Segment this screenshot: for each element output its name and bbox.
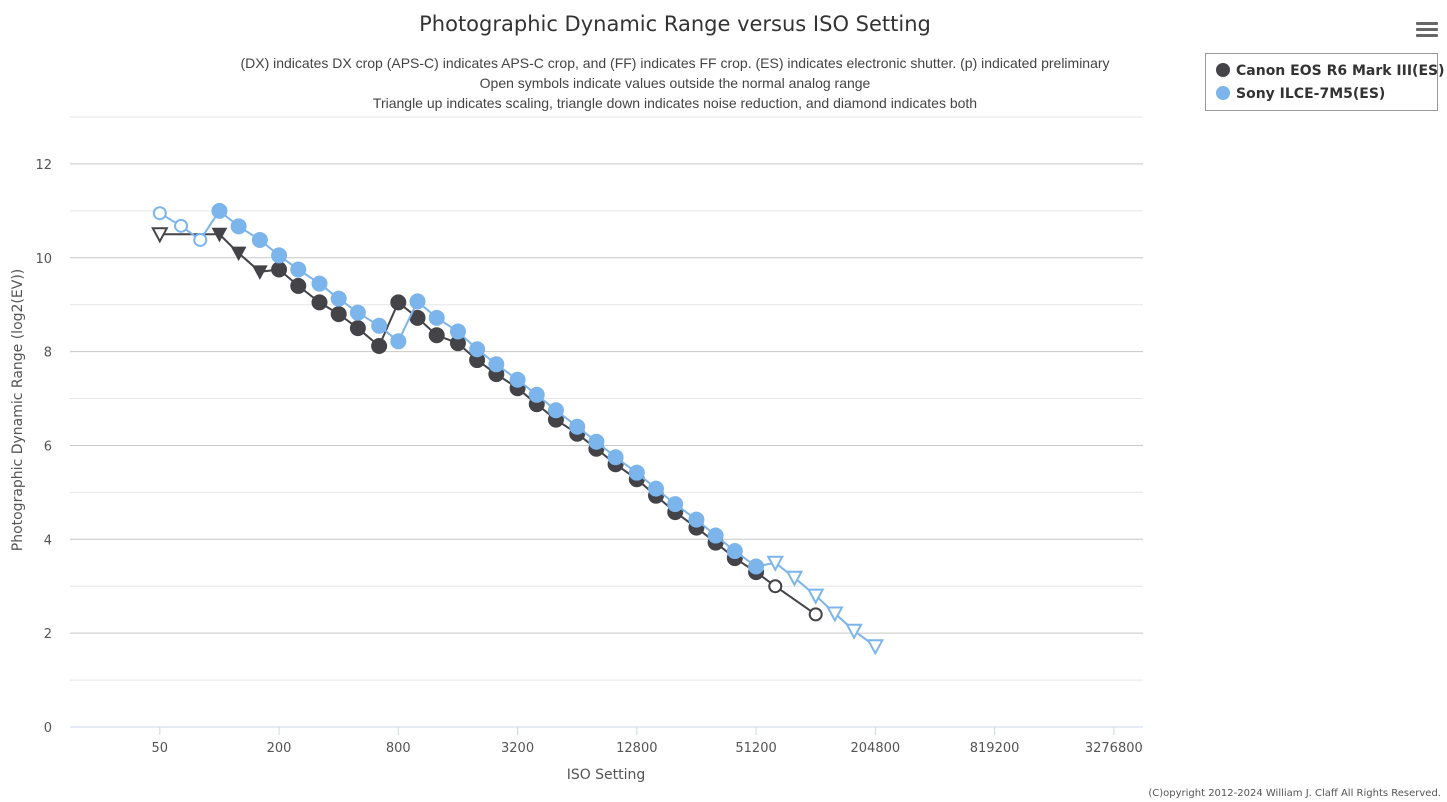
data-point	[174, 218, 189, 233]
data-point	[469, 341, 486, 358]
y-tick-label: 2	[44, 627, 52, 642]
data-point	[151, 227, 169, 244]
x-tick-label: 200	[267, 741, 292, 756]
data-point	[648, 480, 665, 497]
y-tick-label: 4	[44, 533, 52, 548]
y-tick-label: 0	[44, 721, 52, 736]
x-tick-label: 800	[386, 741, 411, 756]
data-point	[509, 371, 526, 388]
data-point	[330, 306, 347, 323]
y-tick-label: 12	[35, 158, 52, 173]
chart-title-row: Photographic Dynamic Range versus ISO Se…	[150, 12, 1200, 36]
data-point	[271, 247, 288, 264]
data-point	[251, 231, 268, 248]
data-point	[726, 543, 743, 560]
data-point	[409, 293, 426, 310]
x-tick-label: 3276800	[1085, 741, 1143, 756]
data-point	[628, 464, 645, 481]
data-point	[588, 433, 605, 450]
chart-title: Photographic Dynamic Range versus ISO Se…	[419, 12, 931, 36]
y-tick-label: 6	[44, 439, 52, 454]
data-point	[390, 333, 407, 350]
chart-subtitle-1: (DX) indicates DX crop (APS-C) indicates…	[240, 55, 1110, 71]
data-point	[330, 290, 347, 307]
data-point	[290, 261, 307, 278]
data-point	[428, 327, 445, 344]
legend-marker-icon	[1216, 86, 1230, 100]
legend-marker-icon	[1216, 63, 1230, 77]
x-tick-label: 204800	[851, 741, 901, 756]
legend-item-sony[interactable]: Sony ILCE-7M5(ES)	[1216, 86, 1385, 102]
data-point	[371, 317, 388, 334]
data-point	[866, 639, 884, 656]
chart-subtitle-3: Triangle up indicates scaling, triangle …	[372, 95, 978, 111]
data-point	[826, 606, 844, 623]
chart-subtitle-row-3: Triangle up indicates scaling, triangle …	[150, 95, 1200, 111]
x-tick-label: 819200	[970, 741, 1020, 756]
data-point	[252, 265, 268, 280]
data-point	[428, 309, 445, 326]
data-point	[688, 511, 705, 528]
copyright: (C)opyright 2012-2024 William J. Claff A…	[1148, 788, 1441, 799]
chart-subtitle-row-2: Open symbols indicate values outside the…	[150, 75, 1200, 91]
data-point	[211, 227, 228, 243]
data-point	[230, 246, 247, 262]
data-point	[152, 206, 167, 221]
data-point	[667, 496, 684, 513]
data-point	[808, 607, 823, 622]
y-tick-label: 8	[44, 346, 52, 361]
legend: Canon EOS R6 Mark III(ES) Sony ILCE-7M5(…	[1205, 53, 1445, 111]
x-tick-label: 3200	[501, 741, 534, 756]
legend-item-canon[interactable]: Canon EOS R6 Mark III(ES)	[1216, 63, 1445, 79]
data-point	[211, 202, 228, 219]
data-point	[707, 527, 724, 544]
data-point	[449, 323, 466, 340]
data-point	[311, 275, 328, 292]
data-point	[807, 588, 825, 605]
data-point	[547, 402, 564, 419]
legend-label: Sony ILCE-7M5(ES)	[1236, 86, 1386, 102]
data-point	[230, 218, 247, 235]
data-point	[290, 277, 307, 294]
chart-subtitle-row-1: (DX) indicates DX crop (APS-C) indicates…	[150, 55, 1200, 71]
data-point	[768, 579, 783, 594]
data-point	[488, 356, 505, 373]
data-point	[569, 418, 586, 435]
chart-subtitle-2: Open symbols indicate values outside the…	[479, 75, 871, 91]
legend-label: Canon EOS R6 Mark III(ES)	[1236, 63, 1445, 79]
data-point	[371, 337, 388, 354]
y-tick-label: 10	[35, 252, 52, 267]
series-line	[159, 233, 817, 616]
data-point	[349, 320, 366, 337]
x-tick-label: 51200	[735, 741, 776, 756]
data-point	[271, 261, 288, 278]
x-tick-label: 50	[152, 741, 169, 756]
y-axis-title: Photographic Dynamic Range (log2(EV))	[10, 269, 26, 552]
data-point	[528, 386, 545, 403]
data-point	[785, 570, 804, 587]
data-point	[845, 623, 863, 640]
data-point	[311, 294, 328, 311]
x-axis-title: ISO Setting	[567, 767, 646, 783]
hamburger-menu-icon[interactable]	[1416, 20, 1438, 40]
x-tick-label: 12800	[616, 741, 657, 756]
data-point	[766, 555, 784, 572]
data-point	[390, 294, 407, 311]
data-point	[193, 232, 208, 247]
data-point	[349, 304, 366, 321]
data-point	[748, 558, 765, 575]
data-point	[607, 449, 624, 466]
